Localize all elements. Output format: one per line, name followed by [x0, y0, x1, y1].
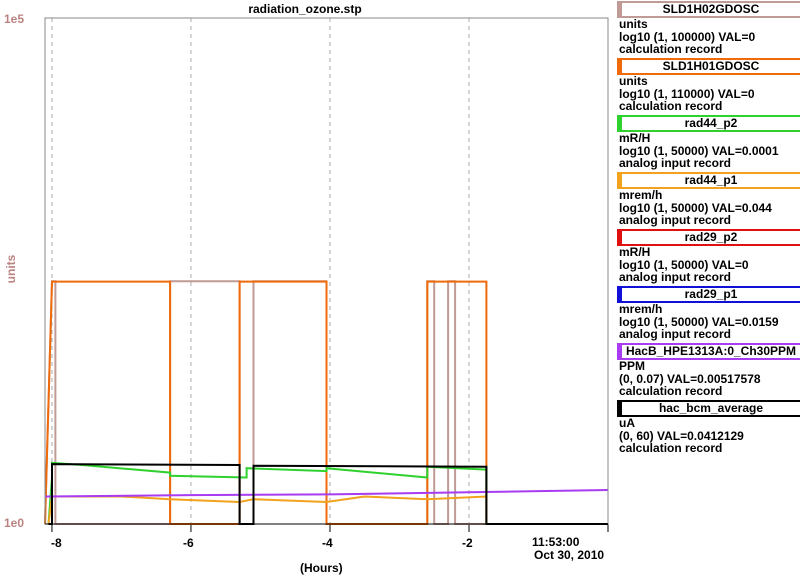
legend-entry[interactable]: SLD1H01GDOSC units log10 (1, 110000) VAL=0…	[614, 57, 800, 114]
legend-entry[interactable]: hac_bcm_average uA (0, 60) VAL=0.0412129 ca…	[614, 399, 800, 456]
x-end-time: 11:53:00	[532, 535, 580, 549]
legend-details: mR/H log10 (1, 50000) VAL=0 analog input r…	[619, 246, 749, 284]
legend-details: PPM (0, 0.07) VAL=0.00517578 calculation r…	[619, 360, 761, 398]
legend-units: PPM	[619, 359, 646, 373]
legend-record: analog input record	[619, 327, 732, 342]
legend-record: calculation record	[619, 42, 723, 57]
series-layer	[44, 280, 609, 525]
legend-units: units	[619, 17, 648, 31]
legend-range: log10 (1, 50000) VAL=0.044	[619, 200, 772, 215]
legend-record: calculation record	[619, 384, 723, 399]
legend-details: mR/H log10 (1, 50000) VAL=0.0001 analog in…	[619, 132, 779, 170]
legend-series-name[interactable]: SLD1H02GDOSC	[617, 1, 800, 18]
x-axis-label: (Hours)	[300, 561, 343, 575]
legend-units: mrem/h	[619, 302, 663, 316]
legend-series-name[interactable]: hac_bcm_average	[617, 400, 800, 417]
series-line-SLD1H01GDOSC	[44, 280, 608, 525]
y-tick-bottom: 1e0	[4, 516, 25, 530]
x-tick-label: -8	[51, 536, 62, 550]
series-line-rad44_p2	[47, 461, 608, 525]
legend-series-name[interactable]: rad29_p2	[617, 229, 800, 246]
x-tick-label: -2	[462, 536, 473, 550]
legend-details: mrem/h log10 (1, 50000) VAL=0.0159 analog …	[619, 303, 779, 341]
series-line-HacB_HPE1313A:0_Ch30PPM	[44, 489, 609, 498]
legend-record: analog input record	[619, 156, 732, 171]
legend-details: uA (0, 60) VAL=0.0412129 calculation recor…	[619, 417, 744, 455]
legend-entry[interactable]: rad29_p2 mR/H log10 (1, 50000) VAL=0 analog…	[614, 228, 800, 285]
legend-entry[interactable]: rad44_p1 mrem/h log10 (1, 50000) VAL=0.044…	[614, 171, 800, 228]
legend-units: mrem/h	[619, 188, 663, 202]
legend-series-name[interactable]: rad44_p2	[617, 115, 800, 132]
legend-record: analog input record	[619, 270, 732, 285]
x-end-date: Oct 30, 2010	[534, 548, 605, 562]
legend-range: log10 (1, 110000) VAL=0	[619, 86, 755, 101]
legend-details: mrem/h log10 (1, 50000) VAL=0.044 analog i…	[619, 189, 772, 227]
legend-series-name[interactable]: rad44_p1	[617, 172, 800, 189]
legend-record: analog input record	[619, 213, 732, 228]
legend-units: mR/H	[619, 245, 651, 259]
legend-range: log10 (1, 50000) VAL=0.0001	[619, 143, 779, 158]
legend-details: units log10 (1, 110000) VAL=0 calculation …	[619, 75, 755, 113]
legend-series-name[interactable]: SLD1H01GDOSC	[617, 58, 800, 75]
legend-entry[interactable]: rad29_p1 mrem/h log10 (1, 50000) VAL=0.015…	[614, 285, 800, 342]
legend-entry[interactable]: HacB_HPE1313A:0_Ch30PPM PPM (0, 0.07) VAL=…	[614, 342, 800, 399]
x-tick-label: -6	[183, 536, 194, 550]
legend-range: log10 (1, 50000) VAL=0	[619, 257, 749, 272]
legend-range: log10 (1, 100000) VAL=0	[619, 29, 756, 44]
legend-range: (0, 0.07) VAL=0.00517578	[619, 371, 761, 386]
legend-series-name[interactable]: rad29_p1	[617, 286, 800, 303]
legend-record: calculation record	[619, 441, 723, 456]
legend-entry[interactable]: SLD1H02GDOSC units log10 (1, 100000) VAL=0…	[614, 0, 800, 57]
legend-units: units	[619, 74, 648, 88]
legend-details: units log10 (1, 100000) VAL=0 calculation …	[619, 18, 755, 56]
legend-entry[interactable]: rad44_p2 mR/H log10 (1, 50000) VAL=0.0001 a…	[614, 114, 800, 171]
legend: SLD1H02GDOSC units log10 (1, 100000) VAL=0…	[614, 0, 800, 456]
grid	[51, 18, 609, 532]
chart-title: radiation_ozone.stp	[248, 2, 362, 16]
legend-range: (0, 60) VAL=0.0412129	[619, 428, 744, 443]
legend-range: log10 (1, 50000) VAL=0.0159	[619, 314, 779, 329]
legend-record: calculation record	[619, 99, 723, 114]
y-tick-top: 1e5	[4, 12, 25, 26]
legend-units: uA	[619, 416, 635, 430]
legend-series-name[interactable]: HacB_HPE1313A:0_Ch30PPM	[617, 343, 800, 360]
series-line-rad44_p1	[47, 495, 608, 525]
legend-units: mR/H	[619, 131, 651, 145]
x-tick-label: -4	[322, 536, 333, 550]
